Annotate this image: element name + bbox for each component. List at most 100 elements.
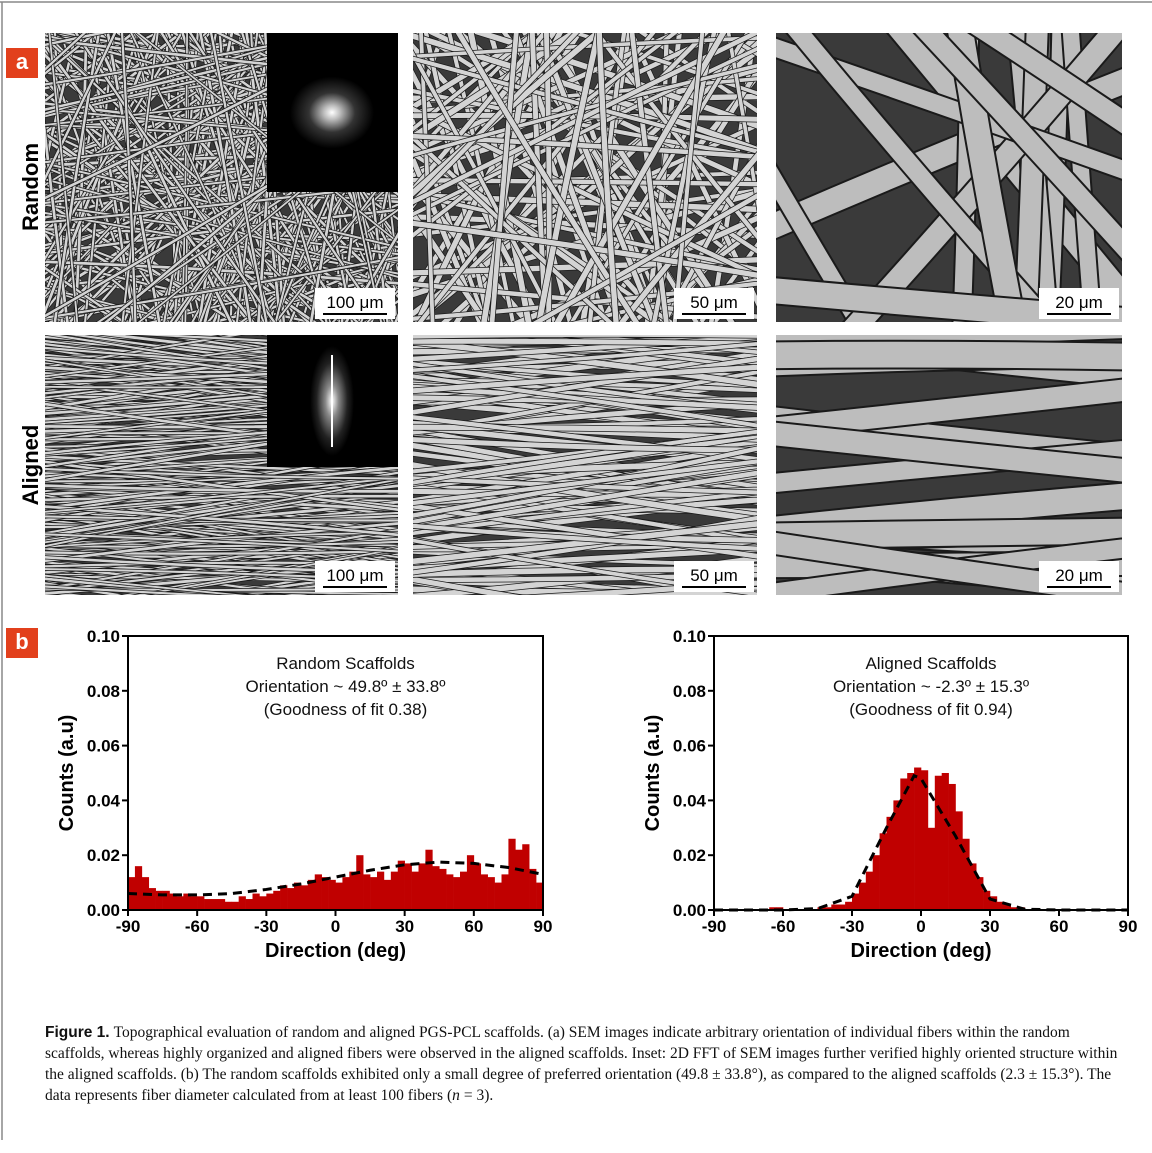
bar: [935, 776, 942, 910]
x-tick-label: -60: [771, 917, 796, 936]
bar: [914, 768, 921, 910]
bar: [859, 883, 866, 910]
y-tick-label: 0.04: [673, 791, 707, 810]
bar: [976, 877, 983, 910]
bar: [481, 874, 488, 910]
bar: [356, 855, 363, 910]
scale-bar-label: 100 μm: [326, 293, 383, 312]
y-tick-label: 0.08: [673, 682, 706, 701]
bar: [488, 877, 495, 910]
y-axis-label: Counts (a.u): [56, 715, 78, 832]
x-tick-label: -90: [702, 917, 727, 936]
bar: [280, 885, 287, 910]
y-tick-label: 0.02: [673, 846, 706, 865]
x-tick-label: 90: [1119, 917, 1138, 936]
bar: [225, 902, 232, 910]
bar: [887, 817, 894, 910]
scale-bar-label: 50 μm: [690, 566, 738, 585]
bar: [322, 877, 329, 910]
bar: [176, 896, 183, 910]
scale-bar-label: 50 μm: [690, 293, 738, 312]
x-tick-label: 90: [534, 917, 553, 936]
bar: [336, 883, 343, 910]
panel-label: b: [15, 629, 28, 654]
bar: [204, 899, 211, 910]
bar: [253, 894, 260, 910]
bar: [329, 880, 336, 910]
bar: [921, 770, 928, 910]
page: { "panel_labels": ["a", "b"], "row_label…: [0, 0, 1152, 1153]
row-label: Random: [18, 143, 43, 231]
bar: [363, 874, 370, 910]
x-tick-label: -30: [254, 917, 279, 936]
bar: [453, 877, 460, 910]
bar: [246, 899, 253, 910]
caption-italic: n: [452, 1087, 460, 1104]
bar: [928, 828, 935, 910]
panel-label: a: [16, 49, 29, 74]
bar: [149, 888, 156, 910]
bar: [529, 869, 536, 910]
bar: [287, 888, 294, 910]
x-tick-label: 0: [916, 917, 925, 936]
annotation: Orientation ~ 49.8º ± 33.8º: [246, 677, 446, 696]
bar: [880, 833, 887, 910]
bar: [907, 773, 914, 910]
bar: [197, 896, 204, 910]
x-tick-label: 30: [981, 917, 1000, 936]
bar: [232, 902, 239, 910]
y-tick-label: 0.08: [87, 682, 120, 701]
bar: [866, 872, 873, 910]
y-tick-label: 0.06: [87, 737, 120, 756]
scale-bar-label: 100 μm: [326, 566, 383, 585]
x-tick-label: -60: [185, 917, 210, 936]
bar: [508, 839, 515, 910]
x-tick-label: 0: [331, 917, 340, 936]
y-tick-label: 0.04: [87, 791, 121, 810]
bar: [370, 877, 377, 910]
bar: [522, 844, 529, 910]
bar: [218, 899, 225, 910]
row-label: Aligned: [18, 425, 43, 506]
bar: [419, 863, 426, 910]
caption-end: = 3).: [464, 1087, 493, 1104]
bar: [983, 891, 990, 910]
bar: [515, 850, 522, 910]
bar: [273, 891, 280, 910]
bar: [135, 866, 142, 910]
bar: [956, 811, 963, 910]
y-tick-label: 0.06: [673, 737, 706, 756]
bar: [391, 872, 398, 910]
annotation: Orientation ~ -2.3º ± 15.3º: [833, 677, 1029, 696]
x-tick-label: 60: [1050, 917, 1069, 936]
bar: [239, 896, 246, 910]
bar: [342, 877, 349, 910]
x-tick-label: 60: [464, 917, 483, 936]
scale-bar-label: 20 μm: [1055, 293, 1103, 312]
bar: [942, 773, 949, 910]
bar: [384, 880, 391, 910]
bar: [502, 874, 509, 910]
bar: [474, 863, 481, 910]
x-tick-label: -90: [116, 917, 141, 936]
x-tick-label: 30: [395, 917, 414, 936]
bar: [259, 896, 266, 910]
caption-body: Topographical evaluation of random and a…: [45, 1024, 1117, 1104]
scale-bar-label: 20 μm: [1055, 566, 1103, 585]
bar: [432, 866, 439, 910]
annotation: Aligned Scaffolds: [865, 654, 996, 673]
bar: [294, 883, 301, 910]
bar: [495, 883, 502, 910]
bar: [190, 896, 197, 910]
bar: [398, 861, 405, 910]
y-tick-label: 0.10: [673, 627, 706, 646]
caption-label: Figure 1.: [45, 1024, 110, 1041]
x-axis-label: Direction (deg): [265, 940, 406, 962]
fft-glow: [290, 77, 374, 149]
bar: [315, 874, 322, 910]
bar: [873, 855, 880, 910]
bar: [949, 784, 956, 910]
bar: [377, 872, 384, 910]
annotation: (Goodness of fit 0.94): [849, 700, 1012, 719]
bar: [266, 894, 273, 910]
